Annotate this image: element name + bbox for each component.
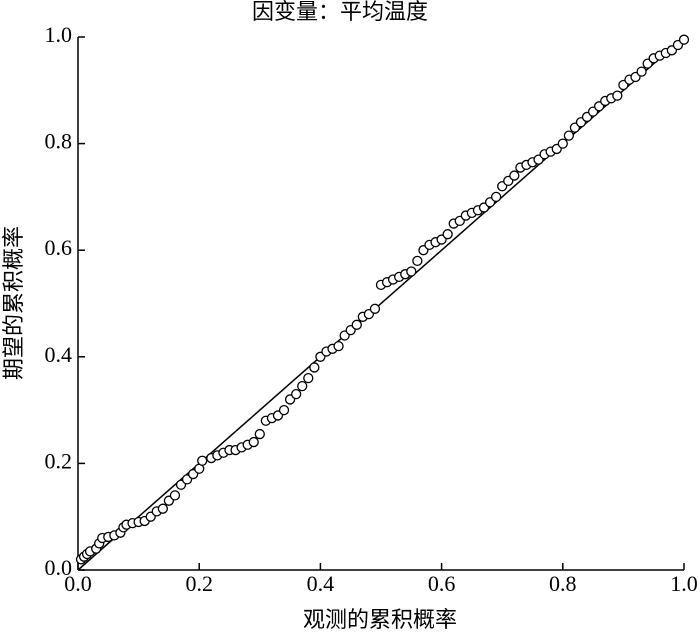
point: [509, 170, 520, 181]
point: [297, 380, 308, 392]
point: [351, 319, 362, 330]
x-tick-label: 0.0: [64, 571, 92, 596]
x-tick-label: 0.8: [549, 571, 577, 596]
point: [678, 34, 690, 45]
point: [248, 436, 259, 448]
point: [254, 428, 265, 440]
y-tick-label: 1.0: [45, 22, 73, 47]
point: [406, 266, 417, 277]
point: [291, 388, 302, 400]
point: [369, 303, 381, 314]
y-tick-label: 0.6: [45, 235, 73, 260]
point: [278, 404, 290, 416]
point: [490, 191, 502, 203]
y-tick-label: 0.8: [45, 129, 73, 154]
y-tick-label: 0.0: [45, 555, 73, 580]
point: [303, 372, 314, 384]
x-tick-label: 1.0: [670, 571, 698, 596]
point: [412, 255, 423, 267]
point: [157, 503, 168, 514]
point: [636, 66, 647, 77]
point: [442, 229, 453, 240]
x-tick-label: 0.2: [185, 571, 213, 596]
point: [197, 455, 208, 466]
x-tick-label: 0.6: [428, 571, 456, 596]
reference-line: [77, 36, 685, 571]
x-axis-label: 观测的累积概率: [303, 607, 457, 632]
x-tick-label: 0.4: [307, 571, 335, 596]
point: [563, 130, 575, 141]
y-axis-label: 期望的累积概率: [1, 226, 26, 380]
point: [169, 490, 181, 501]
point: [333, 340, 344, 352]
y-tick-label: 0.4: [45, 342, 73, 367]
point: [309, 362, 320, 373]
chart-title: 因变量：平均温度: [252, 0, 428, 24]
point: [557, 138, 568, 149]
y-tick-label: 0.2: [45, 448, 73, 473]
point: [612, 90, 623, 101]
